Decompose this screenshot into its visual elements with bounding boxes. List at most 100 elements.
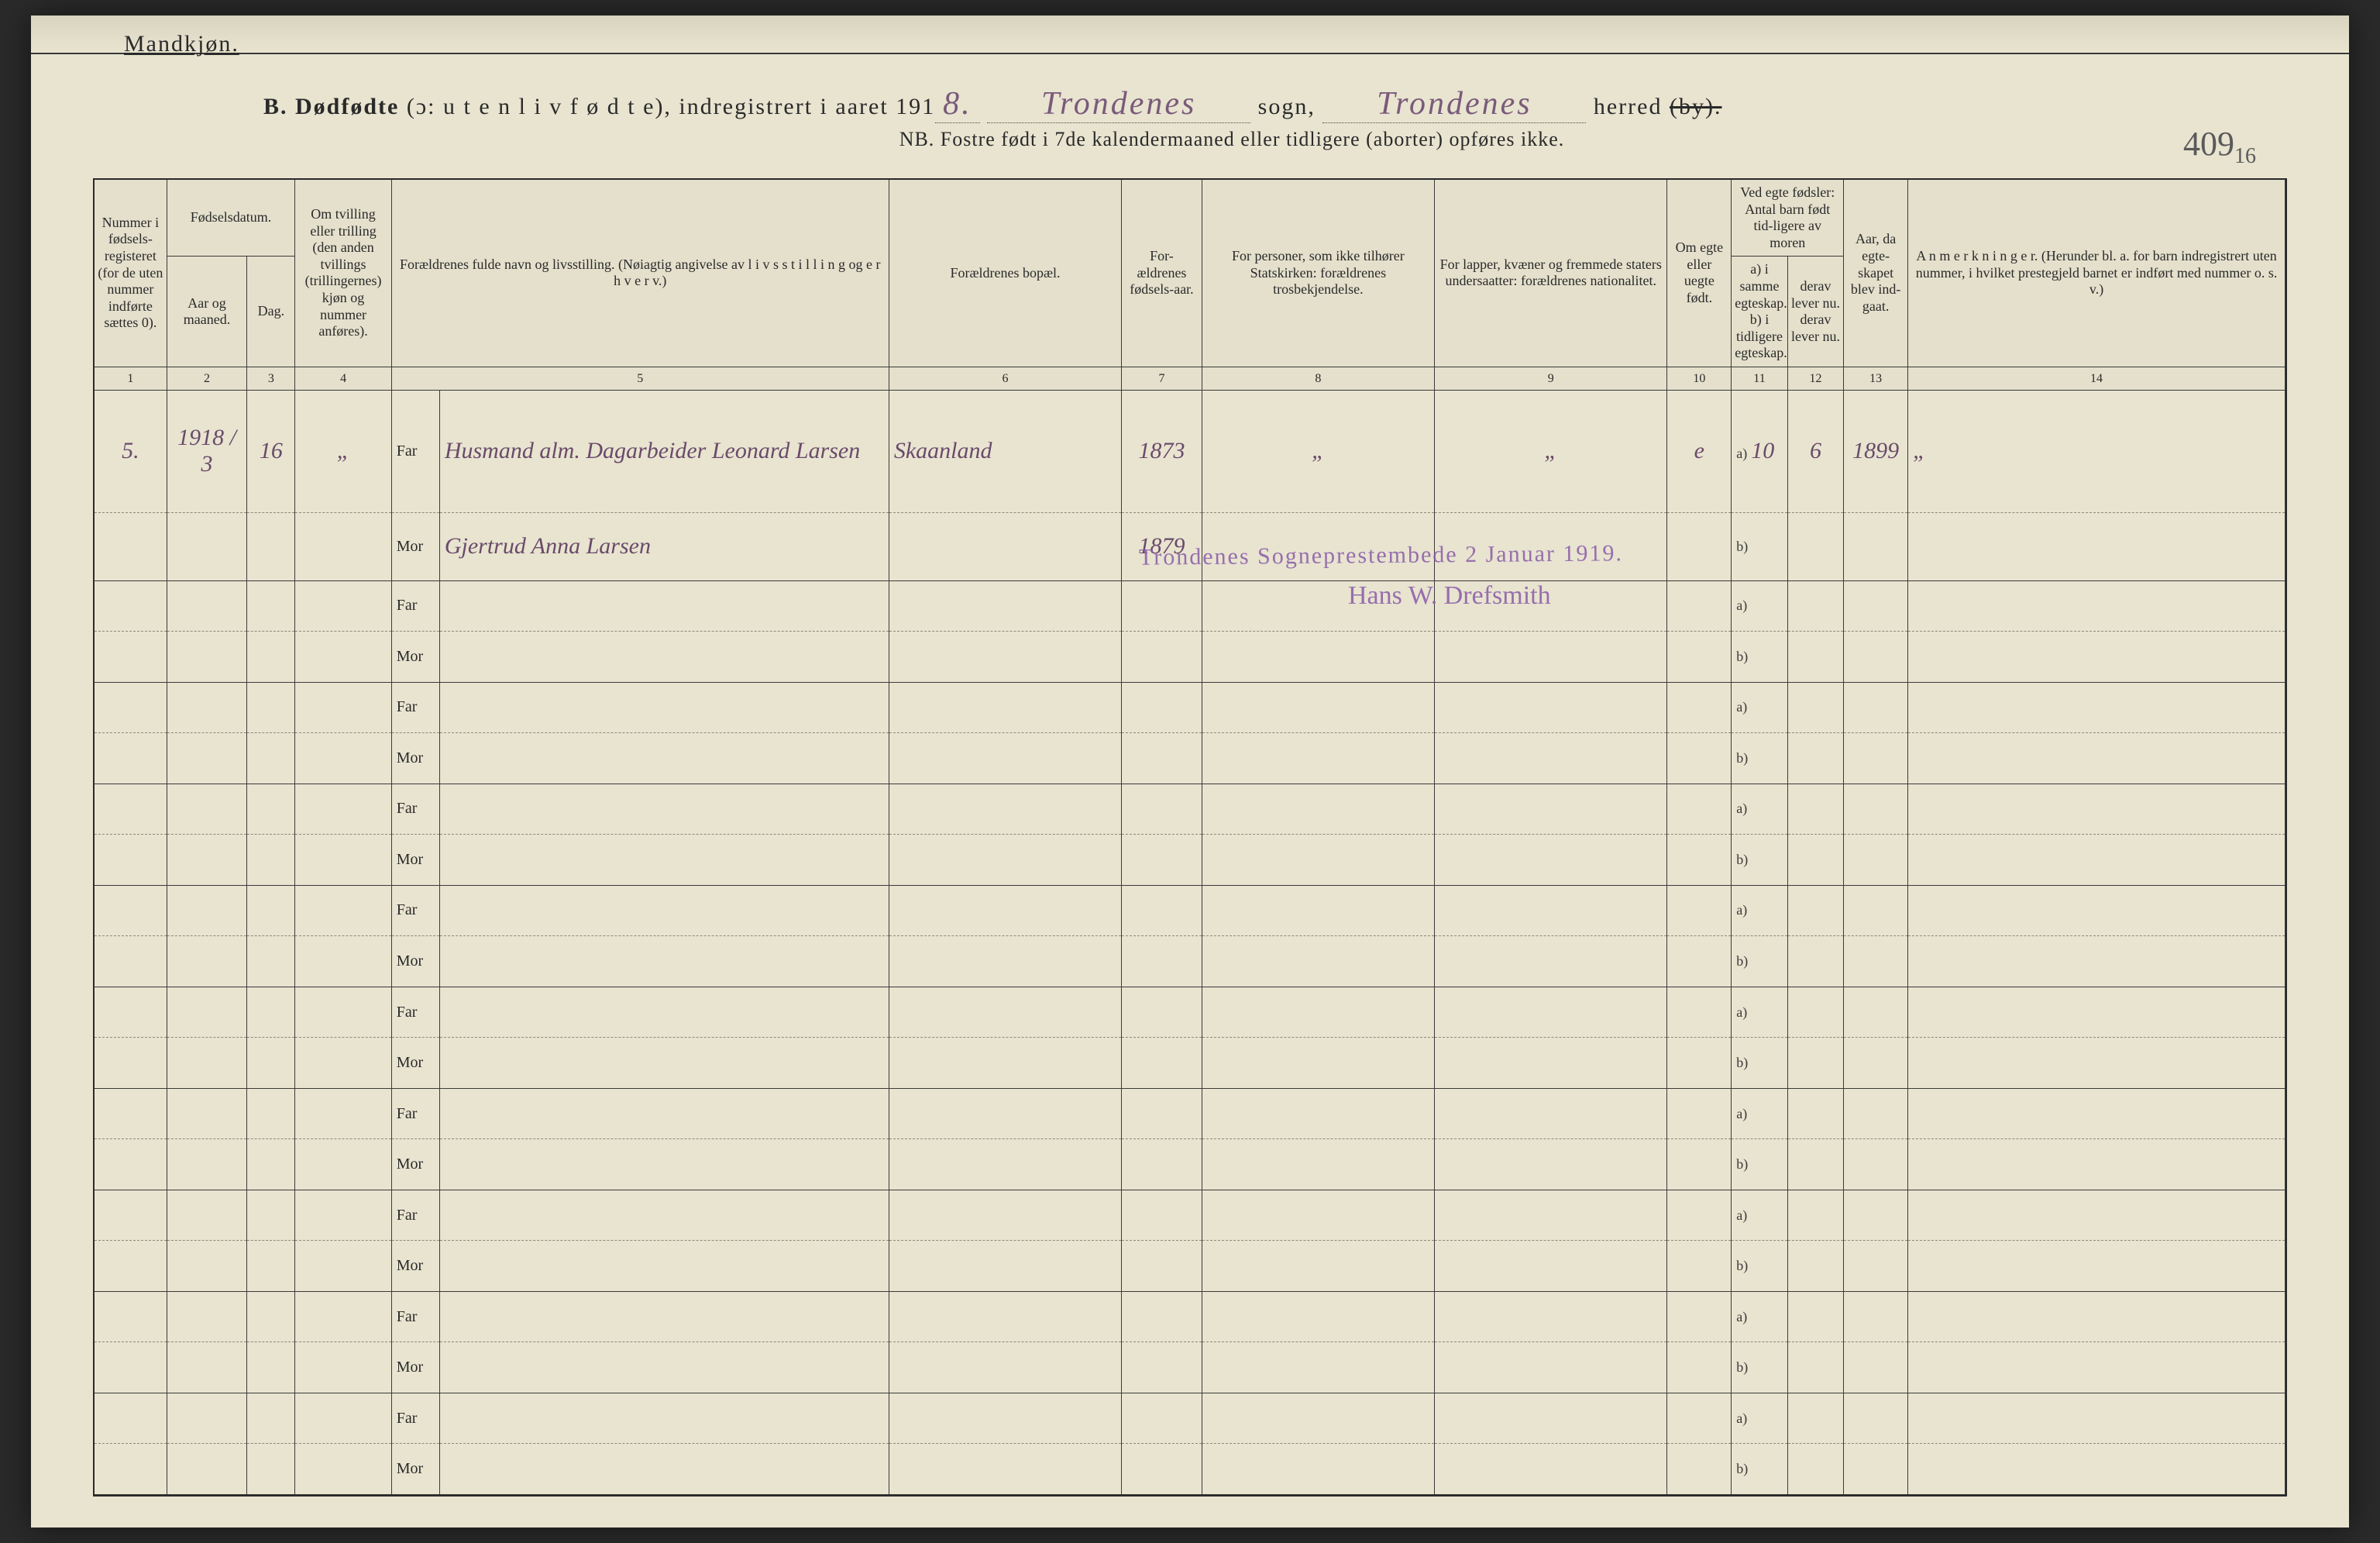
cell-b-live: [1787, 1342, 1844, 1393]
far-label: Far: [391, 987, 439, 1038]
cell-egte: [1667, 1190, 1732, 1241]
cell-remark-b: [1908, 512, 2285, 580]
cell-remark: „: [1908, 390, 2285, 512]
cell-year-month-b: [167, 1342, 247, 1393]
far-label: Far: [391, 1088, 439, 1139]
cell-a-live: [1787, 1190, 1844, 1241]
cell-mor-name: [439, 835, 889, 886]
cell-far-bopael: [889, 987, 1121, 1038]
cell-egte: [1667, 784, 1732, 835]
cell-c8-b: [1202, 733, 1434, 784]
cell-twin: „: [295, 390, 391, 512]
cell-mor-bopael: [889, 1342, 1121, 1393]
paper-top-edge: [31, 15, 2349, 54]
cell-day: [247, 1190, 295, 1241]
cell-c8: „: [1202, 390, 1434, 512]
cell-remark-b: [1908, 632, 2285, 683]
cell-twin-b: [295, 1038, 391, 1089]
cell-far-year: [1122, 987, 1202, 1038]
cell-mor-bopael: [889, 512, 1121, 580]
cell-c8: [1202, 987, 1434, 1038]
cell-day-b: [247, 1342, 295, 1393]
page-number: 40916: [2183, 124, 2256, 169]
cell-day-b: [247, 1038, 295, 1089]
cell-number: 5.: [95, 390, 167, 512]
cell-number-b: [95, 512, 167, 580]
ledger-table-wrap: Nummer i fødsels-registeret (for de uten…: [93, 178, 2287, 1497]
cell-mor-bopael: [889, 1139, 1121, 1190]
cell-egte-b: [1667, 733, 1732, 784]
cell-number: [95, 1393, 167, 1444]
entry-row-mor: Morb): [95, 1342, 2285, 1393]
cell-mor-year: [1122, 1038, 1202, 1089]
herred-struck: (by).: [1670, 94, 1721, 119]
cell-a-live: [1787, 1088, 1844, 1139]
cell-twin-b: [295, 512, 391, 580]
cell-far-name: [439, 682, 889, 733]
cell-day: [247, 987, 295, 1038]
cell-c8: [1202, 1088, 1434, 1139]
cell-remark: [1908, 1190, 2285, 1241]
header-row-1: Nummer i fødsels-registeret (for de uten…: [95, 180, 2285, 257]
col-7-header: For-ældrenes fødsels-aar.: [1122, 180, 1202, 367]
title-prefix-paren: (ɔ: u t e n l i v f ø d t e), indregistr…: [407, 94, 935, 119]
cell-marriage-year-b: [1844, 1241, 1908, 1292]
cell-c9: [1435, 784, 1667, 835]
colnum-13: 13: [1844, 367, 1908, 390]
page-number-main: 409: [2183, 125, 2234, 163]
entry-row-mor: Morb): [95, 1139, 2285, 1190]
cell-mor-bopael: [889, 1038, 1121, 1089]
cell-b-count: b): [1732, 733, 1787, 784]
column-number-row: 1 2 3 4 5 6 7 8 9 10 11 12 13 14: [95, 367, 2285, 390]
cell-b-live: [1787, 1139, 1844, 1190]
cell-marriage-year: [1844, 580, 1908, 632]
cell-a-live: [1787, 580, 1844, 632]
mor-label: Mor: [391, 1038, 439, 1089]
col-4-header: Om tvilling eller trilling (den anden tv…: [295, 180, 391, 367]
col-8-header: For personer, som ikke tilhører Statskir…: [1202, 180, 1434, 367]
cell-mor-bopael: [889, 1444, 1121, 1495]
cell-number-b: [95, 835, 167, 886]
cell-day: [247, 1291, 295, 1342]
cell-day-b: [247, 1444, 295, 1495]
cell-marriage-year-b: [1844, 632, 1908, 683]
cell-far-bopael: Skaanland: [889, 390, 1121, 512]
col-12-header: derav lever nu. derav lever nu.: [1787, 257, 1844, 367]
cell-day-b: [247, 512, 295, 580]
cell-far-year: [1122, 580, 1202, 632]
cell-marriage-year: [1844, 1291, 1908, 1342]
colnum-14: 14: [1908, 367, 2285, 390]
cell-c9: [1435, 1393, 1667, 1444]
stamp-date: 2 Januar 1919.: [1465, 540, 1623, 567]
cell-twin-b: [295, 1342, 391, 1393]
cell-mor-year: [1122, 936, 1202, 987]
colnum-9: 9: [1435, 367, 1667, 390]
cell-b-count: b): [1732, 1444, 1787, 1495]
cell-year-month: [167, 1190, 247, 1241]
cell-egte-b: [1667, 1038, 1732, 1089]
cell-twin-b: [295, 632, 391, 683]
far-label: Far: [391, 1291, 439, 1342]
mor-label: Mor: [391, 1139, 439, 1190]
cell-day: [247, 682, 295, 733]
cell-a-live: [1787, 987, 1844, 1038]
cell-a-count: a): [1732, 682, 1787, 733]
cell-marriage-year-b: [1844, 1139, 1908, 1190]
cell-a-live: [1787, 1393, 1844, 1444]
cell-egte-b: [1667, 1139, 1732, 1190]
cell-mor-year: [1122, 1444, 1202, 1495]
entry-row-far: Fara): [95, 784, 2285, 835]
cell-number-b: [95, 733, 167, 784]
cell-far-year: [1122, 682, 1202, 733]
cell-far-bopael: [889, 580, 1121, 632]
colnum-10: 10: [1667, 367, 1732, 390]
cell-marriage-year-b: [1844, 1444, 1908, 1495]
cell-far-name: [439, 885, 889, 936]
year-digit-field: 8.: [935, 85, 980, 123]
mor-label: Mor: [391, 1241, 439, 1292]
far-label: Far: [391, 784, 439, 835]
col-9-header: For lapper, kvæner og fremmede staters u…: [1435, 180, 1667, 367]
cell-remark-b: [1908, 1241, 2285, 1292]
cell-b-count: b): [1732, 1241, 1787, 1292]
entry-row-mor: Morb): [95, 632, 2285, 683]
